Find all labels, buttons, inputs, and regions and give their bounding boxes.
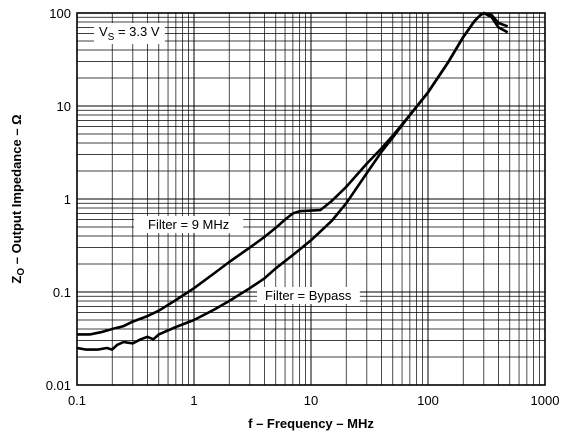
plot-frame bbox=[76, 12, 546, 386]
filter-bypass-label: Filter = Bypass bbox=[265, 288, 352, 303]
y-tick-label: 1 bbox=[64, 192, 71, 207]
filter-9mhz-label: Filter = 9 MHz bbox=[148, 217, 229, 232]
series-label-filter-bypass: Filter = Bypass bbox=[257, 287, 360, 304]
y-tick-label: 100 bbox=[49, 6, 71, 21]
y-tick-label: 0.01 bbox=[46, 378, 71, 393]
y-tick-label: 0.1 bbox=[53, 285, 71, 300]
x-tick-label: 10 bbox=[304, 393, 318, 408]
x-tick-label: 1 bbox=[190, 393, 197, 408]
grid bbox=[76, 13, 545, 386]
x-tick-label: 1000 bbox=[531, 393, 560, 408]
x-axis-title: f – Frequency – MHz bbox=[248, 416, 374, 431]
y-axis-title: ZO – Output Impedance – Ω bbox=[9, 114, 27, 283]
supply-voltage-annotation: VS = 3.3 V bbox=[94, 23, 165, 44]
series-label-filter-9mhz: Filter = 9 MHz bbox=[134, 216, 244, 233]
x-tick-label: 0.1 bbox=[68, 393, 86, 408]
y-tick-label: 10 bbox=[57, 99, 71, 114]
x-tick-label: 100 bbox=[417, 393, 439, 408]
series-layer bbox=[76, 11, 509, 351]
supply-voltage-label: VS = 3.3 V bbox=[99, 24, 160, 43]
series-line-filter-bypass bbox=[76, 11, 509, 351]
